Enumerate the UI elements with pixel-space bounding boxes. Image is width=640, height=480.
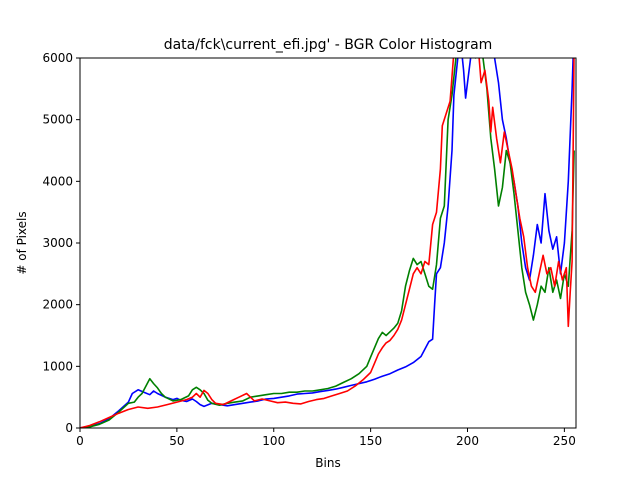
ticks-layer: 0 50 100 150 200 250 0 1000 2000 3000 4000 5000 6000 <box>42 51 575 448</box>
x-axis-label: Bins <box>315 456 340 470</box>
x-tick-label: 0 <box>76 434 84 448</box>
y-tick-label: 1000 <box>42 359 73 373</box>
series-line-1 <box>80 58 574 428</box>
y-tick-label: 6000 <box>42 51 73 65</box>
x-tick-label: 150 <box>359 434 382 448</box>
chart-title: data/fck\current_efi.jpg' - BGR Color Hi… <box>164 37 493 53</box>
x-tick-label: 250 <box>553 434 576 448</box>
y-tick-label: 0 <box>65 421 73 435</box>
series-line-2 <box>80 58 575 428</box>
x-tick-label: 50 <box>169 434 184 448</box>
x-tick-label: 200 <box>456 434 479 448</box>
series-line-3 <box>80 58 575 428</box>
y-tick-label: 2000 <box>42 298 73 312</box>
lines-layer <box>80 58 575 428</box>
y-tick-label: 5000 <box>42 113 73 127</box>
y-tick-label: 3000 <box>42 236 73 250</box>
y-tick-label: 4000 <box>42 174 73 188</box>
y-axis-label: # of Pixels <box>15 211 29 274</box>
x-tick-label: 100 <box>262 434 285 448</box>
